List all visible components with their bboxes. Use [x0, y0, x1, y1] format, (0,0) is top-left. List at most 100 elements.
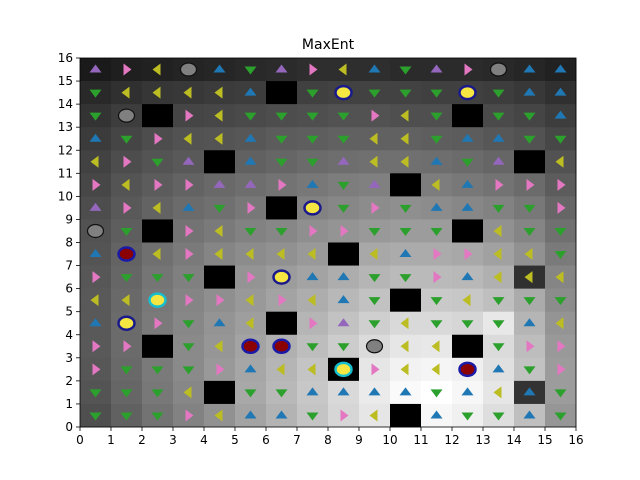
- policy-arrow: [430, 389, 443, 398]
- policy-arrow: [214, 248, 223, 261]
- policy-arrow: [368, 227, 381, 236]
- policy-arrow: [495, 178, 504, 191]
- heatmap-cell: [142, 219, 174, 243]
- policy-arrow: [430, 227, 443, 236]
- policy-arrow: [244, 112, 257, 121]
- heatmap-cell: [204, 265, 236, 290]
- policy-arrow: [152, 86, 161, 99]
- policy-arrow: [461, 387, 474, 396]
- policy-arrow: [555, 317, 564, 330]
- policy-arrow: [523, 227, 536, 236]
- policy-arrow: [185, 248, 194, 261]
- x-tick-label: 0: [76, 433, 84, 447]
- policy-arrow: [337, 272, 350, 281]
- agent-marker: [334, 361, 353, 378]
- policy-arrow: [151, 412, 164, 421]
- policy-arrows: [89, 63, 567, 422]
- policy-arrow: [430, 135, 443, 144]
- policy-arrow: [493, 224, 502, 237]
- x-tick-label: 14: [506, 433, 521, 447]
- policy-arrow: [492, 156, 505, 165]
- policy-arrow: [523, 410, 536, 419]
- policy-arrow: [557, 178, 566, 191]
- goal-marker: [272, 338, 291, 355]
- policy-arrow: [554, 64, 567, 73]
- state-markers: [86, 62, 508, 378]
- policy-arrow: [523, 387, 536, 396]
- neutral-marker: [86, 223, 105, 239]
- policy-arrow: [247, 201, 256, 214]
- policy-arrow: [183, 86, 192, 99]
- policy-arrow: [337, 156, 350, 165]
- policy-arrow: [554, 297, 567, 306]
- policy-arrow: [523, 204, 536, 213]
- policy-arrow: [182, 320, 195, 329]
- policy-arrow: [244, 156, 257, 165]
- policy-arrow: [121, 294, 130, 307]
- policy-arrow: [89, 249, 102, 258]
- policy-arrow: [557, 363, 566, 376]
- x-tick-label: 2: [138, 433, 146, 447]
- heatmap-cell: [266, 81, 298, 105]
- policy-arrow: [492, 343, 505, 352]
- policy-arrow: [306, 158, 319, 167]
- policy-arrow: [464, 248, 473, 261]
- heatmap-cell: [266, 196, 298, 220]
- policy-arrow: [121, 86, 130, 99]
- policy-arrow: [92, 271, 101, 284]
- policy-arrow: [557, 340, 566, 353]
- policy-arrow: [400, 363, 409, 376]
- policy-arrow: [309, 317, 318, 330]
- x-tick-label: 5: [231, 433, 239, 447]
- heatmap-cell: [142, 334, 174, 359]
- policy-arrow: [214, 409, 223, 422]
- policy-arrow: [430, 410, 443, 419]
- policy-arrow: [368, 320, 381, 329]
- policy-arrow: [461, 412, 474, 421]
- policy-arrow: [244, 410, 257, 419]
- heatmap-cell: [266, 311, 298, 336]
- y-tick-label: 8: [65, 236, 73, 250]
- policy-arrow: [461, 158, 474, 167]
- policy-arrow: [151, 158, 164, 167]
- policy-arrow: [555, 271, 564, 284]
- policy-arrow: [430, 64, 443, 73]
- policy-arrow: [337, 343, 350, 352]
- policy-arrow: [554, 389, 567, 398]
- x-tick-label: 6: [262, 433, 270, 447]
- policy-arrow: [400, 317, 409, 330]
- policy-arrow: [371, 201, 380, 214]
- policy-arrow: [213, 204, 226, 213]
- policy-arrow: [433, 248, 442, 261]
- start-marker: [117, 315, 136, 331]
- agent-marker: [148, 292, 167, 308]
- policy-arrow: [523, 366, 536, 375]
- policy-arrow: [492, 89, 505, 98]
- policy-arrow: [493, 271, 502, 284]
- x-tick-label: 11: [413, 433, 428, 447]
- policy-arrow: [461, 272, 474, 281]
- policy-arrow: [462, 294, 471, 307]
- policy-arrow: [430, 156, 443, 165]
- policy-arrow: [399, 274, 412, 283]
- policy-arrow: [213, 64, 226, 73]
- policy-arrow: [368, 387, 381, 396]
- policy-arrow: [400, 340, 409, 353]
- neutral-marker: [365, 339, 384, 354]
- policy-arrow: [89, 202, 102, 211]
- policy-arrow: [244, 133, 257, 142]
- policy-arrow: [216, 294, 225, 307]
- policy-arrow: [554, 135, 567, 144]
- policy-arrow: [244, 87, 257, 96]
- policy-arrow: [275, 227, 288, 236]
- policy-arrow: [524, 248, 533, 261]
- y-tick-label: 4: [65, 328, 73, 342]
- policy-arrow: [464, 63, 473, 76]
- policy-arrow: [368, 64, 381, 73]
- x-tick-label: 16: [568, 433, 583, 447]
- policy-arrow: [151, 389, 164, 398]
- policy-arrow: [306, 112, 319, 121]
- policy-arrow: [275, 112, 288, 121]
- policy-arrow: [399, 249, 412, 258]
